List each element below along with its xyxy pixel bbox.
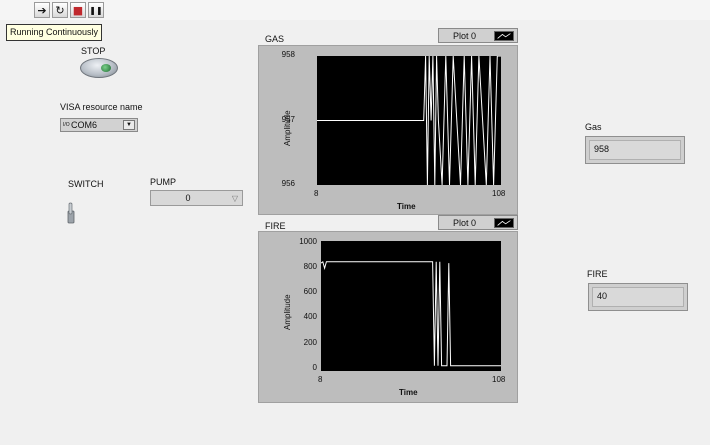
- fire-x-axis-title: Time: [399, 388, 418, 397]
- toolbar: ➔ ↻ ■ ❚❚: [0, 0, 710, 20]
- fire-plot-area[interactable]: [320, 241, 501, 371]
- plot-line-icon: [494, 218, 514, 228]
- visa-resource-select[interactable]: I/O COM6 ▼: [60, 118, 138, 132]
- io-icon: I/O: [63, 122, 70, 128]
- fire-y-tick: 200: [303, 338, 317, 347]
- stop-label: STOP: [81, 46, 106, 56]
- series-line-0: [317, 55, 501, 186]
- series-line-0: [320, 260, 501, 367]
- gas-chart-title: GAS: [265, 34, 285, 44]
- fire-x-tick: 108: [492, 375, 506, 384]
- fire-y-tick: 1000: [299, 237, 317, 246]
- gas-legend-label: Plot 0: [453, 31, 477, 41]
- gas-y-tick: 957: [281, 115, 295, 124]
- pump-control[interactable]: 0 ▽: [150, 190, 243, 206]
- gas-plot-svg: [317, 55, 501, 186]
- plot-line-icon: [494, 31, 514, 41]
- run-continuously-icon[interactable]: ↻: [52, 2, 68, 18]
- gas-indicator-label: Gas: [585, 122, 602, 132]
- pump-value: 0: [185, 193, 191, 203]
- visa-label: VISA resource name: [60, 102, 143, 112]
- fire-y-tick: 0: [312, 363, 317, 372]
- visa-value: COM6: [71, 120, 98, 130]
- chevron-down-icon[interactable]: ▼: [123, 120, 135, 130]
- fire-indicator-label: FIRE: [587, 269, 608, 279]
- tooltip: Running Continuously: [6, 24, 103, 41]
- abort-icon[interactable]: ■: [70, 2, 86, 18]
- fire-plot-legend[interactable]: Plot 0: [438, 215, 518, 230]
- fire-chart: Amplitude 1000 800 600 400 200 0 8 108 T…: [258, 231, 518, 403]
- ring-dropdown-icon[interactable]: ▽: [231, 194, 238, 203]
- stop-led-icon: [101, 64, 111, 72]
- gas-y-tick: 958: [281, 50, 295, 59]
- gas-plot-area[interactable]: [317, 55, 501, 186]
- fire-chart-title: FIRE: [265, 221, 286, 231]
- pause-glyph: ❚❚: [89, 5, 103, 15]
- switch-label: SWITCH: [68, 179, 104, 189]
- gas-chart: Amplitude 958 957 956 8 108 Time: [258, 45, 518, 215]
- fire-y-tick: 800: [303, 262, 317, 271]
- toggle-switch[interactable]: [66, 202, 76, 224]
- fire-y-tick: 400: [303, 312, 317, 321]
- gas-x-tick: 8: [314, 189, 319, 198]
- run-arrow-icon[interactable]: ➔: [34, 2, 50, 18]
- gas-x-tick: 108: [492, 189, 506, 198]
- fire-plot-svg: [320, 260, 501, 367]
- stop-button[interactable]: [80, 58, 118, 78]
- fire-indicator-value: 40: [592, 287, 684, 307]
- pause-icon[interactable]: ❚❚: [88, 2, 104, 18]
- run-continuously-glyph: ↻: [55, 3, 65, 17]
- gas-y-tick: 956: [281, 179, 295, 188]
- gas-indicator: 958: [585, 136, 685, 164]
- gas-indicator-value: 958: [589, 140, 681, 160]
- fire-y-tick: 600: [303, 287, 317, 296]
- fire-legend-label: Plot 0: [453, 218, 477, 228]
- gas-x-axis-title: Time: [397, 202, 416, 211]
- pump-label: PUMP: [150, 177, 177, 187]
- fire-indicator: 40: [588, 283, 688, 311]
- abort-glyph: ■: [72, 3, 84, 17]
- fire-x-tick: 8: [318, 375, 323, 384]
- gas-plot-legend[interactable]: Plot 0: [438, 28, 518, 43]
- run-arrow-glyph: ➔: [37, 3, 47, 17]
